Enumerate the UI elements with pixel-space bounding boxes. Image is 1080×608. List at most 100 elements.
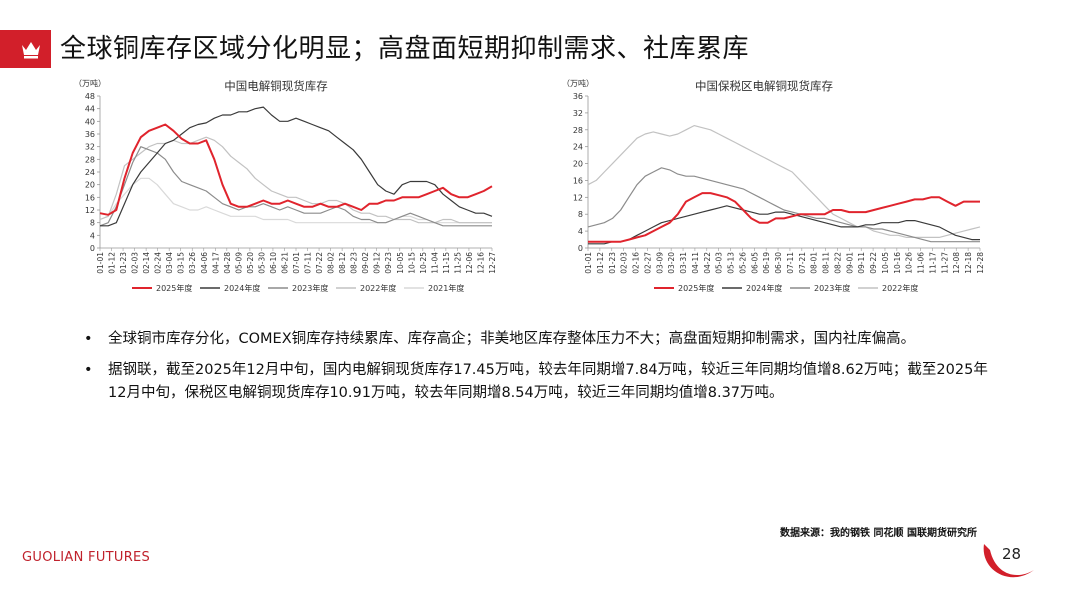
legend-label: 2022年度: [360, 283, 396, 293]
bullet-marker: •: [84, 331, 93, 347]
bullet-item: • 全球铜市库存分化，COMEX铜库存持续累库、库存高企；非美地区库存整体压力不…: [84, 328, 994, 351]
legend-label: 2024年度: [746, 283, 782, 293]
y-tick-label: 20: [573, 160, 583, 169]
x-tick-label: 06-30: [774, 252, 783, 274]
x-tick-label: 05-20: [246, 252, 255, 274]
x-tick-label: 10-16: [893, 252, 902, 274]
x-tick-label: 05-30: [257, 252, 266, 274]
y-tick-label: 12: [85, 206, 95, 215]
x-tick-label: 10-05: [396, 252, 405, 274]
brand-logo-text: GUOLIAN FUTURES: [22, 550, 151, 565]
chart-svg: 中国电解铜现货库存（万吨）0481216202428323640444801-0…: [74, 78, 497, 293]
x-tick-label: 08-11: [822, 252, 831, 274]
x-tick-label: 01-01: [584, 252, 593, 274]
y-tick-label: 8: [90, 219, 95, 228]
x-tick-label: 08-22: [833, 252, 842, 274]
y-tick-label: 48: [85, 92, 95, 101]
x-tick-label: 03-09: [655, 252, 664, 274]
x-tick-label: 01-12: [596, 252, 605, 274]
title-accent-bar: [0, 30, 51, 68]
y-tick-label: 36: [573, 92, 583, 101]
page-number: 28: [1002, 545, 1022, 563]
x-tick-label: 09-11: [857, 252, 866, 274]
x-tick-label: 12-18: [964, 252, 973, 274]
x-tick-label: 05-26: [738, 252, 747, 274]
series-line-s2025: [588, 192, 980, 243]
x-tick-label: 01-01: [96, 252, 105, 274]
summary-bullets: • 全球铜市库存分化，COMEX铜库存持续累库、库存高企；非美地区库存整体压力不…: [84, 328, 994, 413]
x-tick-label: 07-11: [786, 252, 795, 274]
x-tick-label: 03-04: [165, 252, 174, 274]
x-tick-label: 08-02: [327, 252, 336, 274]
legend-label: 2022年度: [882, 283, 918, 293]
x-tick-label: 06-10: [269, 252, 278, 274]
x-tick-label: 09-12: [373, 252, 382, 274]
legend-label: 2023年度: [292, 283, 328, 293]
x-tick-label: 07-01: [292, 252, 301, 274]
y-tick-label: 28: [573, 126, 583, 135]
x-tick-label: 04-28: [223, 252, 232, 274]
y-tick-label: 16: [573, 176, 583, 185]
x-tick-label: 02-14: [142, 252, 151, 274]
series-line-s2024: [100, 106, 493, 227]
china-cathode-inventory-chart: 中国电解铜现货库存 （万吨） 0 4 8 12 16 20 24 28 32 36 40 44 48 01-0…: [72, 74, 502, 304]
y-tick-label: 4: [578, 227, 583, 236]
x-tick-label: 05-09: [234, 252, 243, 274]
x-tick-label: 03-20: [667, 252, 676, 274]
y-tick-label: 44: [85, 105, 95, 114]
x-tick-label: 09-22: [869, 252, 878, 274]
x-tick-label: 02-27: [643, 252, 652, 274]
x-tick-label: 11-04: [430, 252, 439, 274]
x-tick-label: 11-17: [928, 252, 937, 274]
x-tick-label: 02-03: [131, 252, 140, 274]
x-tick-label: 06-19: [762, 252, 771, 274]
x-tick-label: 05-03: [715, 252, 724, 274]
x-tick-label: 07-22: [315, 252, 324, 274]
x-tick-label: 01-12: [108, 252, 117, 274]
x-tick-label: 09-01: [845, 252, 854, 274]
x-tick-label: 02-16: [632, 252, 641, 274]
y-unit-label: （万吨）: [562, 78, 594, 88]
series-line-s2024: [588, 205, 980, 245]
bullet-marker: •: [84, 362, 93, 378]
x-tick-label: 12-28: [976, 252, 985, 274]
x-tick-label: 08-23: [350, 252, 359, 274]
x-tick-label: 12-08: [952, 252, 961, 274]
page-title: 全球铜库存区域分化明显；高盘面短期抑制需求、社库累库: [60, 34, 750, 64]
x-tick-label: 01-23: [119, 252, 128, 274]
x-tick-label: 07-21: [798, 252, 807, 274]
x-tick-label: 08-01: [810, 252, 819, 274]
series-line-s2023: [99, 146, 492, 227]
x-tick-label: 11-25: [453, 252, 462, 274]
x-tick-label: 07-11: [304, 252, 313, 274]
x-tick-label: 11-06: [917, 252, 926, 274]
x-tick-label: 11-27: [940, 252, 949, 274]
x-tick-label: 04-06: [200, 252, 209, 274]
series-line-s2022: [587, 124, 981, 238]
bullet-text: 全球铜市库存分化，COMEX铜库存持续累库、库存高企；非美地区库存整体压力不大；…: [108, 331, 916, 347]
x-tick-label: 10-25: [419, 252, 428, 274]
bullet-text: 据钢联，截至2025年12月中旬，国内电解铜现货库存17.45万吨，较去年同期增…: [108, 362, 988, 401]
x-tick-label: 02-03: [620, 252, 629, 274]
legend-label: 2023年度: [814, 283, 850, 293]
x-tick-label: 09-02: [361, 252, 370, 274]
series-line-s2021: [99, 177, 492, 224]
legend-label: 2021年度: [428, 283, 464, 293]
x-tick-label: 04-11: [691, 252, 700, 274]
x-tick-label: 08-12: [338, 252, 347, 274]
y-tick-label: 24: [85, 168, 95, 177]
y-tick-label: 4: [90, 231, 95, 240]
x-tick-label: 01-23: [608, 252, 617, 274]
y-unit-label: （万吨）: [74, 78, 106, 88]
bullet-item: • 据钢联，截至2025年12月中旬，国内电解铜现货库存17.45万吨，较去年同…: [84, 359, 994, 405]
x-tick-label: 10-26: [905, 252, 914, 274]
x-tick-label: 12-06: [465, 252, 474, 274]
x-tick-label: 04-17: [211, 252, 220, 274]
y-tick-label: 24: [573, 143, 583, 152]
y-tick-label: 8: [578, 210, 583, 219]
x-tick-label: 06-21: [280, 252, 289, 274]
y-tick-label: 12: [573, 193, 583, 202]
x-tick-label: 02-24: [154, 252, 163, 274]
y-tick-label: 32: [573, 109, 583, 118]
